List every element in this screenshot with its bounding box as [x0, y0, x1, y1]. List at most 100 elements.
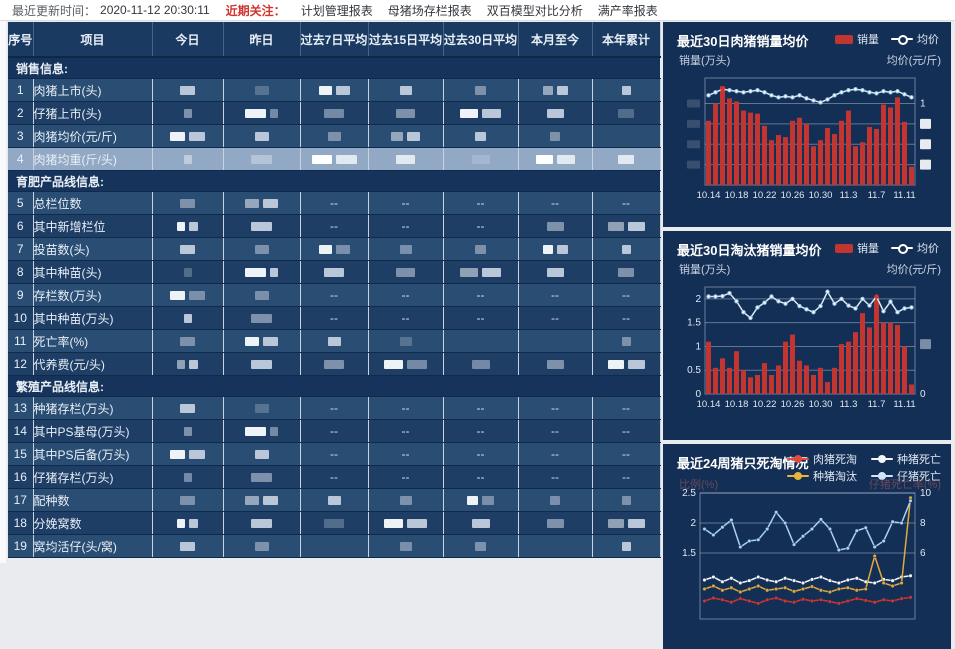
redacted-value — [399, 86, 412, 96]
redacted-value — [254, 245, 269, 255]
table-row-15[interactable]: 15 其中PS后备(万头) -- -- -- -- -- — [8, 442, 661, 466]
y-axis-label-left: 比例(%) — [679, 479, 719, 491]
redacted-value — [324, 109, 344, 119]
cell-value — [443, 534, 519, 558]
table-row-16[interactable]: 16 仔猪存栏(万头) -- -- -- -- -- — [8, 465, 661, 489]
cell-value: -- — [300, 419, 369, 443]
legend-item-肉猪死淘[interactable]: 肉猪死淘 — [787, 451, 857, 467]
redacted-value — [254, 404, 269, 414]
cell-value — [592, 352, 661, 376]
legend-item-均价[interactable]: 均价 — [891, 31, 939, 47]
row-label: 其中新增栏位 — [33, 214, 153, 238]
svg-text:10: 10 — [920, 488, 932, 499]
redacted-value — [263, 199, 278, 209]
redacted-value — [407, 519, 427, 529]
nav-link-3[interactable]: 双百模型对比分析 — [486, 3, 583, 18]
table-row-4[interactable]: 4 肉猪均重(斤/头) — [8, 147, 661, 171]
redacted-value — [245, 109, 266, 119]
redacted-value — [311, 155, 332, 165]
row-label: 配种数 — [33, 488, 153, 512]
cell-value — [223, 283, 301, 307]
redacted-value — [556, 245, 568, 255]
redacted-value — [183, 314, 192, 324]
table-row-5[interactable]: 5 总栏位数 -- -- -- -- -- — [8, 191, 661, 215]
nav-link-1[interactable]: 计划管理报表 — [300, 3, 373, 18]
table-row-13[interactable]: 13 种猪存栏(万头) -- -- -- -- -- — [8, 396, 661, 420]
cell-value — [443, 101, 519, 125]
cell-value — [518, 78, 593, 102]
table-row-7[interactable]: 7 投苗数(头) — [8, 237, 661, 261]
row-number: 15 — [8, 442, 34, 466]
redacted-value — [170, 291, 185, 301]
table-row-11[interactable]: 11 死亡率(%) — [8, 329, 661, 353]
cell-value: -- — [443, 442, 519, 466]
cell-value — [443, 78, 519, 102]
legend-item-均价[interactable]: 均价 — [891, 240, 939, 256]
redacted-value — [482, 268, 501, 278]
nav-link-4[interactable]: 满产率报表 — [597, 3, 658, 18]
report-nav-links: 计划管理报表 母猪场存栏报表 双百模型对比分析 满产率报表 — [286, 2, 658, 19]
table-row-9[interactable]: 9 存栏数(万头) -- -- -- -- -- — [8, 283, 661, 307]
cell-value — [223, 442, 301, 466]
cell-value — [518, 534, 593, 558]
cell-value — [152, 101, 224, 125]
row-label: 肉猪均重(斤/头) — [33, 147, 153, 171]
table-row-14[interactable]: 14 其中PS基母(万头) -- -- -- -- -- — [8, 419, 661, 443]
redacted-value — [327, 132, 341, 142]
cell-value — [152, 237, 224, 261]
cell-value: -- — [443, 396, 519, 420]
cell-value: -- — [300, 191, 369, 215]
cell-value — [518, 488, 593, 512]
chart-card-cull-sales: 最近30日淘汰猪销量均价 销量 均价 销量(万头) 均价(元/斤) 2 1.5 1 0.… — [663, 231, 951, 440]
report-table-wrap: 序号 项目 今日 昨日 过去7日平均 过去15日平均 过去30日平均 本月至今 本年累计 销售信… — [8, 22, 661, 558]
redacted-value — [399, 496, 412, 506]
svg-text:10.18: 10.18 — [725, 190, 749, 201]
chart-legend: 肉猪死淘 种猪死亡 种猪淘汰 仔猪死亡 — [787, 451, 941, 484]
col-header-5: 过去7日平均 — [300, 22, 369, 58]
cell-value — [300, 124, 369, 148]
section-header: 销售信息: — [8, 57, 660, 79]
legend-item-销量[interactable]: 销量 — [835, 240, 879, 256]
cell-value — [443, 124, 519, 148]
redacted-value — [407, 360, 427, 370]
cell-value: -- — [592, 419, 661, 443]
table-row-8[interactable]: 8 其中种苗(头) — [8, 260, 661, 284]
table-row-17[interactable]: 17 配种数 — [8, 488, 661, 512]
cell-value — [152, 488, 224, 512]
cell-value — [223, 419, 301, 443]
table-row-1[interactable]: 1 肉猪上市(头) — [8, 78, 661, 102]
cell-value — [152, 306, 224, 330]
cell-value — [152, 419, 224, 443]
row-number: 17 — [8, 488, 34, 512]
col-header-9: 本年累计 — [592, 22, 661, 58]
cell-value — [592, 260, 661, 284]
table-row-2[interactable]: 2 仔猪上市(头) — [8, 101, 661, 125]
cell-value: -- — [518, 442, 593, 466]
svg-text:10.26: 10.26 — [781, 399, 805, 410]
legend-item-销量[interactable]: 销量 — [835, 31, 879, 47]
section-row: 销售信息: — [8, 57, 660, 79]
table-row-3[interactable]: 3 肉猪均价(元/斤) — [8, 124, 661, 148]
cell-value — [152, 214, 224, 238]
redacted-value — [335, 155, 357, 165]
cell-value — [443, 488, 519, 512]
redacted-value — [556, 155, 575, 165]
cell-value — [223, 306, 301, 330]
legend-item-种猪死亡[interactable]: 种猪死亡 — [871, 451, 941, 467]
cell-value: -- — [368, 465, 444, 489]
row-number: 6 — [8, 214, 34, 238]
table-row-6[interactable]: 6 其中新增栏位 -- -- -- — [8, 214, 661, 238]
legend-item-仔猪死亡[interactable]: 仔猪死亡 — [871, 468, 941, 484]
cell-value — [223, 488, 301, 512]
y-axis-label-right: 均价(元/斤) — [886, 264, 941, 276]
redacted-value — [180, 542, 195, 552]
legend-item-种猪淘汰[interactable]: 种猪淘汰 — [787, 468, 857, 484]
cell-value: -- — [518, 306, 593, 330]
table-row-19[interactable]: 19 窝均活仔(头/窝) — [8, 534, 661, 558]
table-row-10[interactable]: 10 其中种苗(万头) -- -- -- -- -- — [8, 306, 661, 330]
redacted-value — [318, 245, 332, 255]
nav-link-2[interactable]: 母猪场存栏报表 — [387, 3, 472, 18]
table-row-18[interactable]: 18 分娩窝数 — [8, 511, 661, 535]
table-row-12[interactable]: 12 代养费(元/头) — [8, 352, 661, 376]
svg-text:1: 1 — [695, 341, 701, 352]
